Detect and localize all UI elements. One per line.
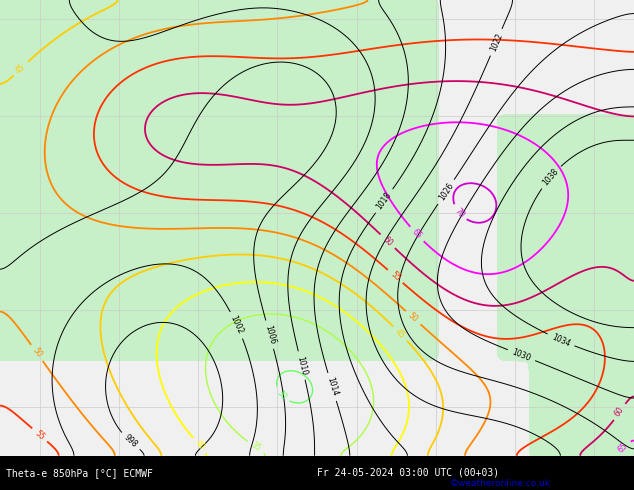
Text: 1026: 1026	[437, 181, 455, 202]
Text: 55: 55	[33, 428, 46, 441]
Text: 35: 35	[249, 441, 262, 453]
Text: 30: 30	[275, 389, 288, 402]
Text: 998: 998	[122, 433, 139, 450]
Text: 1006: 1006	[263, 324, 276, 345]
Text: 70: 70	[453, 206, 466, 220]
Text: 65: 65	[410, 227, 424, 241]
Text: 1010: 1010	[295, 355, 308, 376]
Text: 55: 55	[389, 270, 402, 283]
Text: 45: 45	[394, 327, 407, 340]
Text: Fr 24-05-2024 03:00 UTC (00+03): Fr 24-05-2024 03:00 UTC (00+03)	[317, 468, 499, 478]
Text: ©weatheronline.co.uk: ©weatheronline.co.uk	[450, 479, 551, 488]
Text: 65: 65	[616, 441, 630, 454]
Text: Theta-e 850hPa [°C] ECMWF: Theta-e 850hPa [°C] ECMWF	[6, 468, 153, 478]
Text: 1014: 1014	[325, 376, 339, 397]
Text: 1022: 1022	[488, 32, 504, 53]
Text: 40: 40	[193, 439, 207, 452]
Text: 1002: 1002	[229, 315, 245, 336]
Text: 60: 60	[381, 235, 394, 248]
Text: 45: 45	[14, 62, 27, 75]
Text: 50: 50	[30, 346, 43, 360]
Text: 1034: 1034	[550, 332, 572, 348]
Text: 1038: 1038	[541, 167, 560, 187]
Text: 1030: 1030	[511, 347, 532, 363]
Text: 60: 60	[613, 405, 626, 418]
Text: 50: 50	[406, 311, 420, 324]
Text: 1018: 1018	[375, 191, 393, 211]
